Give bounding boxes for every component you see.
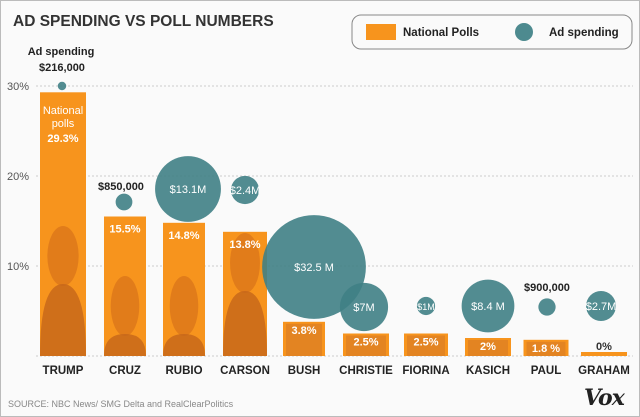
poll-value-label: 14.8%	[168, 230, 199, 242]
poll-value-label: 15.5%	[109, 224, 140, 236]
bar-annotation: polls	[52, 118, 75, 130]
category-label: PAUL	[531, 365, 561, 377]
ad-spending-bubble	[155, 156, 221, 222]
poll-value-label: 0%	[596, 341, 612, 353]
ad-spending-label: $8.4 M	[471, 301, 505, 313]
ad-spending-bubble	[115, 193, 133, 211]
category-label: CARSON	[220, 365, 270, 377]
candidate-photo	[47, 226, 79, 286]
candidate-photo	[407, 335, 445, 356]
vox-logo: Vox	[584, 385, 627, 411]
ad-spending-label: $900,000	[524, 282, 570, 294]
poll-value-label: 1.8 %	[532, 343, 560, 355]
legend-box	[351, 14, 633, 50]
category-label: KASICH	[466, 365, 510, 377]
ad-spending-bubble	[538, 298, 556, 316]
source-note: SOURCE: NBC News/ SMG Delta and RealClea…	[8, 399, 234, 409]
candidate-photo	[40, 284, 86, 356]
bar-annotation: National	[43, 105, 83, 117]
chart-title: AD SPENDING VS POLL NUMBERS	[13, 13, 274, 30]
candidate-photo	[468, 340, 508, 356]
ad-spending-bubble	[262, 215, 366, 319]
candidate-photo	[230, 233, 260, 293]
poll-bar	[581, 352, 627, 356]
legend-swatch-ad-spending	[515, 23, 533, 41]
poll-value-label: 2.5%	[413, 337, 438, 349]
ad-spending-bubble	[57, 81, 67, 91]
bubble-annotation: Ad spending	[28, 46, 95, 58]
ad-spending-bubble	[461, 279, 515, 333]
y-tick-label: 10%	[7, 261, 29, 273]
ad-spending-label: $216,000	[39, 62, 85, 74]
category-label: GRAHAM	[578, 365, 630, 377]
ad-spending-label: $7M	[353, 302, 374, 314]
ad-spending-bubble	[586, 291, 616, 321]
legend: National Polls Ad spending	[351, 14, 633, 50]
candidate-photo	[223, 291, 267, 356]
y-tick-label: 30%	[7, 81, 29, 93]
candidate-photo	[104, 334, 146, 356]
candidate-photo	[169, 276, 199, 336]
category-label: TRUMP	[43, 365, 84, 377]
candidate-photo	[163, 334, 205, 356]
category-label: CRUZ	[109, 365, 141, 377]
ad-spending-bubble	[230, 175, 260, 205]
category-label: FIORINA	[402, 365, 449, 377]
legend-label-ad-spending: Ad spending	[549, 27, 619, 39]
ad-spending-label: $13.1M	[170, 184, 207, 196]
legend-swatch-polls	[366, 24, 396, 40]
poll-value-label: 29.3%	[47, 133, 78, 145]
ad-spending-label: $2.7M	[586, 301, 617, 313]
ad-spending-label: $850,000	[98, 181, 144, 193]
category-label: RUBIO	[165, 365, 202, 377]
ad-spending-label: $1M	[417, 302, 435, 312]
poll-value-label: 2%	[480, 341, 496, 353]
candidate-photo	[526, 341, 566, 356]
legend-label-polls: National Polls	[403, 27, 479, 39]
poll-value-label: 2.5%	[353, 337, 378, 349]
y-tick-label: 20%	[7, 171, 29, 183]
ad-spending-label: $2.4M	[230, 185, 261, 197]
category-label: BUSH	[288, 365, 321, 377]
candidate-photo	[346, 335, 386, 356]
category-label: CHRISTIE	[339, 365, 393, 377]
ad-spending-bubble	[416, 296, 436, 316]
ad-spending-label: $32.5 M	[294, 262, 334, 274]
poll-value-label: 3.8%	[291, 325, 316, 337]
candidate-photo	[286, 323, 322, 356]
ad-spending-bubble	[339, 282, 389, 332]
candidate-photo	[110, 276, 140, 336]
svg-text:Vox: Vox	[584, 385, 626, 411]
poll-value-label: 13.8%	[229, 239, 260, 251]
